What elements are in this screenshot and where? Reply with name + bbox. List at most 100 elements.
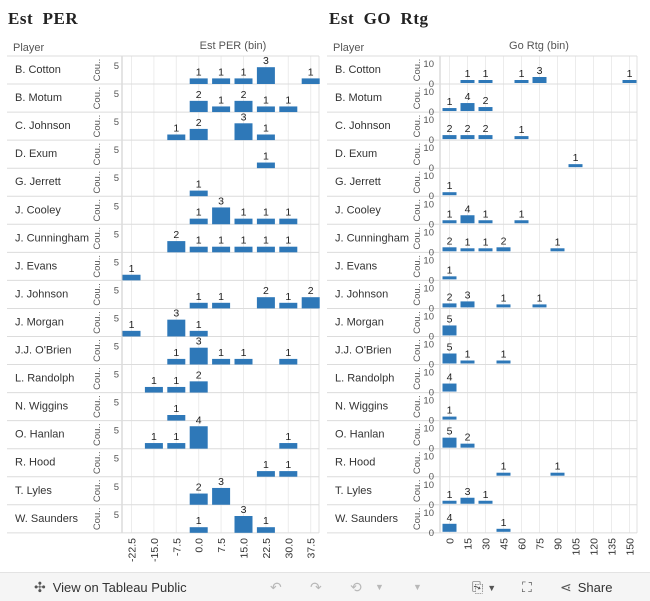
more-dropdown-icon[interactable]: ▼ [413,582,422,592]
go-rtg-y-tick: 10 [423,199,434,210]
go-rtg-y-axis-label: Cou.. [412,423,423,446]
revert-icon[interactable]: ⟲ [350,579,362,595]
per-data-label: 1 [173,431,179,443]
per-y-tick: 5 [114,201,119,212]
go-rtg-y-tick: 10 [423,311,434,322]
per-y-tick: 5 [114,510,119,521]
download-button[interactable]: ⎘ ▼ [472,579,496,596]
view-on-tableau-link[interactable]: ✣ View on Tableau Public [34,579,187,596]
per-data-label: 1 [241,347,247,359]
per-data-label: 1 [241,235,247,247]
per-y-tick: 5 [114,257,119,268]
per-bar-b-motum-7-5 [212,106,231,113]
go-rtg-player-label-o-hanlan: O. Hanlan [335,429,385,441]
go-rtg-data-label: 3 [537,65,543,77]
per-bar-o-hanlan-0-0 [189,426,208,449]
redo-icon[interactable]: ↷ [310,579,322,595]
undo-icon[interactable]: ↶ [270,579,282,595]
per-data-label: 1 [285,459,291,471]
per-bar-j-cooley-7-5 [212,207,231,225]
go-rtg-bar-w-saunders-45 [496,528,511,532]
go-rtg-bar-r-hood-45 [496,472,511,476]
go-rtg-bar-j-cooley-30 [478,220,493,224]
per-data-label: 1 [285,235,291,247]
per-y-tick: 5 [114,229,119,240]
per-player-label-j-morgan: J. Morgan [15,316,64,328]
per-x-tick-label: 15.0 [239,538,251,559]
per-data-label: 3 [218,476,224,488]
go-rtg-bar-c-johnson-60 [514,136,529,140]
per-bar-o-hanlan-15-0 [144,443,163,449]
per-x-tick-label: -7.5 [171,538,183,556]
per-data-label: 1 [218,235,224,247]
per-bar-c-johnson-22-5 [256,134,275,141]
per-player-label-o-hanlan: O. Hanlan [15,429,65,441]
per-bar-j-j-o-brien-15-0 [234,358,253,365]
go-rtg-data-label: 3 [465,289,471,301]
per-x-tick-label: -22.5 [127,538,139,562]
per-data-label: 1 [196,291,202,303]
go-rtg-y-axis-label: Cou.. [412,59,423,82]
per-data-label: 1 [196,66,202,78]
go-rtg-player-label-r-hood: R. Hood [335,457,375,469]
per-data-label: 1 [173,403,179,415]
go-rtg-bar-b-motum-30 [478,107,493,112]
per-player-label-j-johnson: J. Johnson [15,288,68,300]
per-bar-r-hood-30-0 [279,471,298,477]
per-player-label-j-j-o-brien: J.J. O'Brien [15,345,72,357]
go-rtg-y-tick: 10 [423,255,434,266]
per-bar-j-j-o-brien-7-5 [212,358,231,365]
per-data-label: 1 [218,347,224,359]
revert-dropdown-icon[interactable]: ▼ [375,582,384,592]
per-bar-l-randolph-0-0 [189,381,208,393]
go-rtg-y-tick: 10 [423,227,434,238]
per-y-axis-label: Cou.. [92,507,103,530]
per-bar-j-johnson-37-5 [301,297,320,309]
go-rtg-row-header: Player [333,42,365,54]
per-player-label-r-hood: R. Hood [15,457,55,469]
go-rtg-bar-j-j-o-brien-15 [460,360,475,364]
go-rtg-data-label: 1 [447,180,453,192]
per-data-label: 1 [218,66,224,78]
go-rtg-y-axis-label: Cou.. [412,143,423,166]
go-rtg-bar-b-cotton-75 [532,77,547,83]
go-rtg-data-label: 1 [537,292,543,304]
per-bar-t-lyles-0-0 [189,493,208,505]
per-data-label: 1 [308,66,314,78]
go-rtg-y-axis-label: Cou.. [412,171,423,194]
per-bar-j-cooley-15-0 [234,218,253,225]
per-y-axis-label: Cou.. [92,143,103,166]
go-rtg-y-tick: 0 [429,303,434,314]
per-y-axis-label: Cou.. [92,171,103,194]
go-rtg-data-label: 1 [465,68,471,80]
per-data-label: 1 [173,123,179,135]
share-button[interactable]: ⋖ Share [560,579,612,596]
go-rtg-y-tick: 10 [423,480,434,491]
per-data-label: 1 [129,263,135,275]
per-x-tick-label: -15.0 [149,538,161,562]
go-rtg-x-tick-label: 90 [553,538,565,550]
go-rtg-y-tick: 10 [423,340,434,351]
per-bar-l-randolph-15-0 [144,386,163,393]
go-rtg-bar-o-hanlan-15 [460,443,475,448]
go-rtg-bar-c-johnson-30 [478,135,493,140]
go-rtg-y-tick: 10 [423,87,434,98]
go-rtg-x-tick-label: 45 [499,538,511,550]
per-bar-r-hood-22-5 [256,471,275,477]
go-rtg-data-label: 2 [483,95,489,107]
charts-area[interactable]: Player Est PER (bin)B. Cotton Cou.. 5 1 1 131B… [0,0,650,572]
go-rtg-bar-j-cooley-15 [460,215,475,224]
go-rtg-player-label-j-cunningham: J. Cunningham [335,232,409,244]
go-rtg-y-axis-label: Cou.. [412,479,423,502]
per-data-label: 1 [263,151,269,163]
go-rtg-bar-c-johnson-15 [460,135,475,140]
per-y-axis-label: Cou.. [92,311,103,334]
per-bar-o-hanlan-7-5 [167,443,186,449]
go-rtg-y-axis-label: Cou.. [412,507,423,530]
go-rtg-y-axis-label: Cou.. [412,87,423,110]
go-rtg-y-tick: 0 [429,500,434,511]
per-bar-j-j-o-brien-30-0 [279,358,298,365]
fullscreen-icon[interactable]: ⛶ [522,579,532,595]
go-rtg-x-tick-label: 0 [445,538,457,544]
per-bar-j-cunningham-22-5 [256,246,275,253]
